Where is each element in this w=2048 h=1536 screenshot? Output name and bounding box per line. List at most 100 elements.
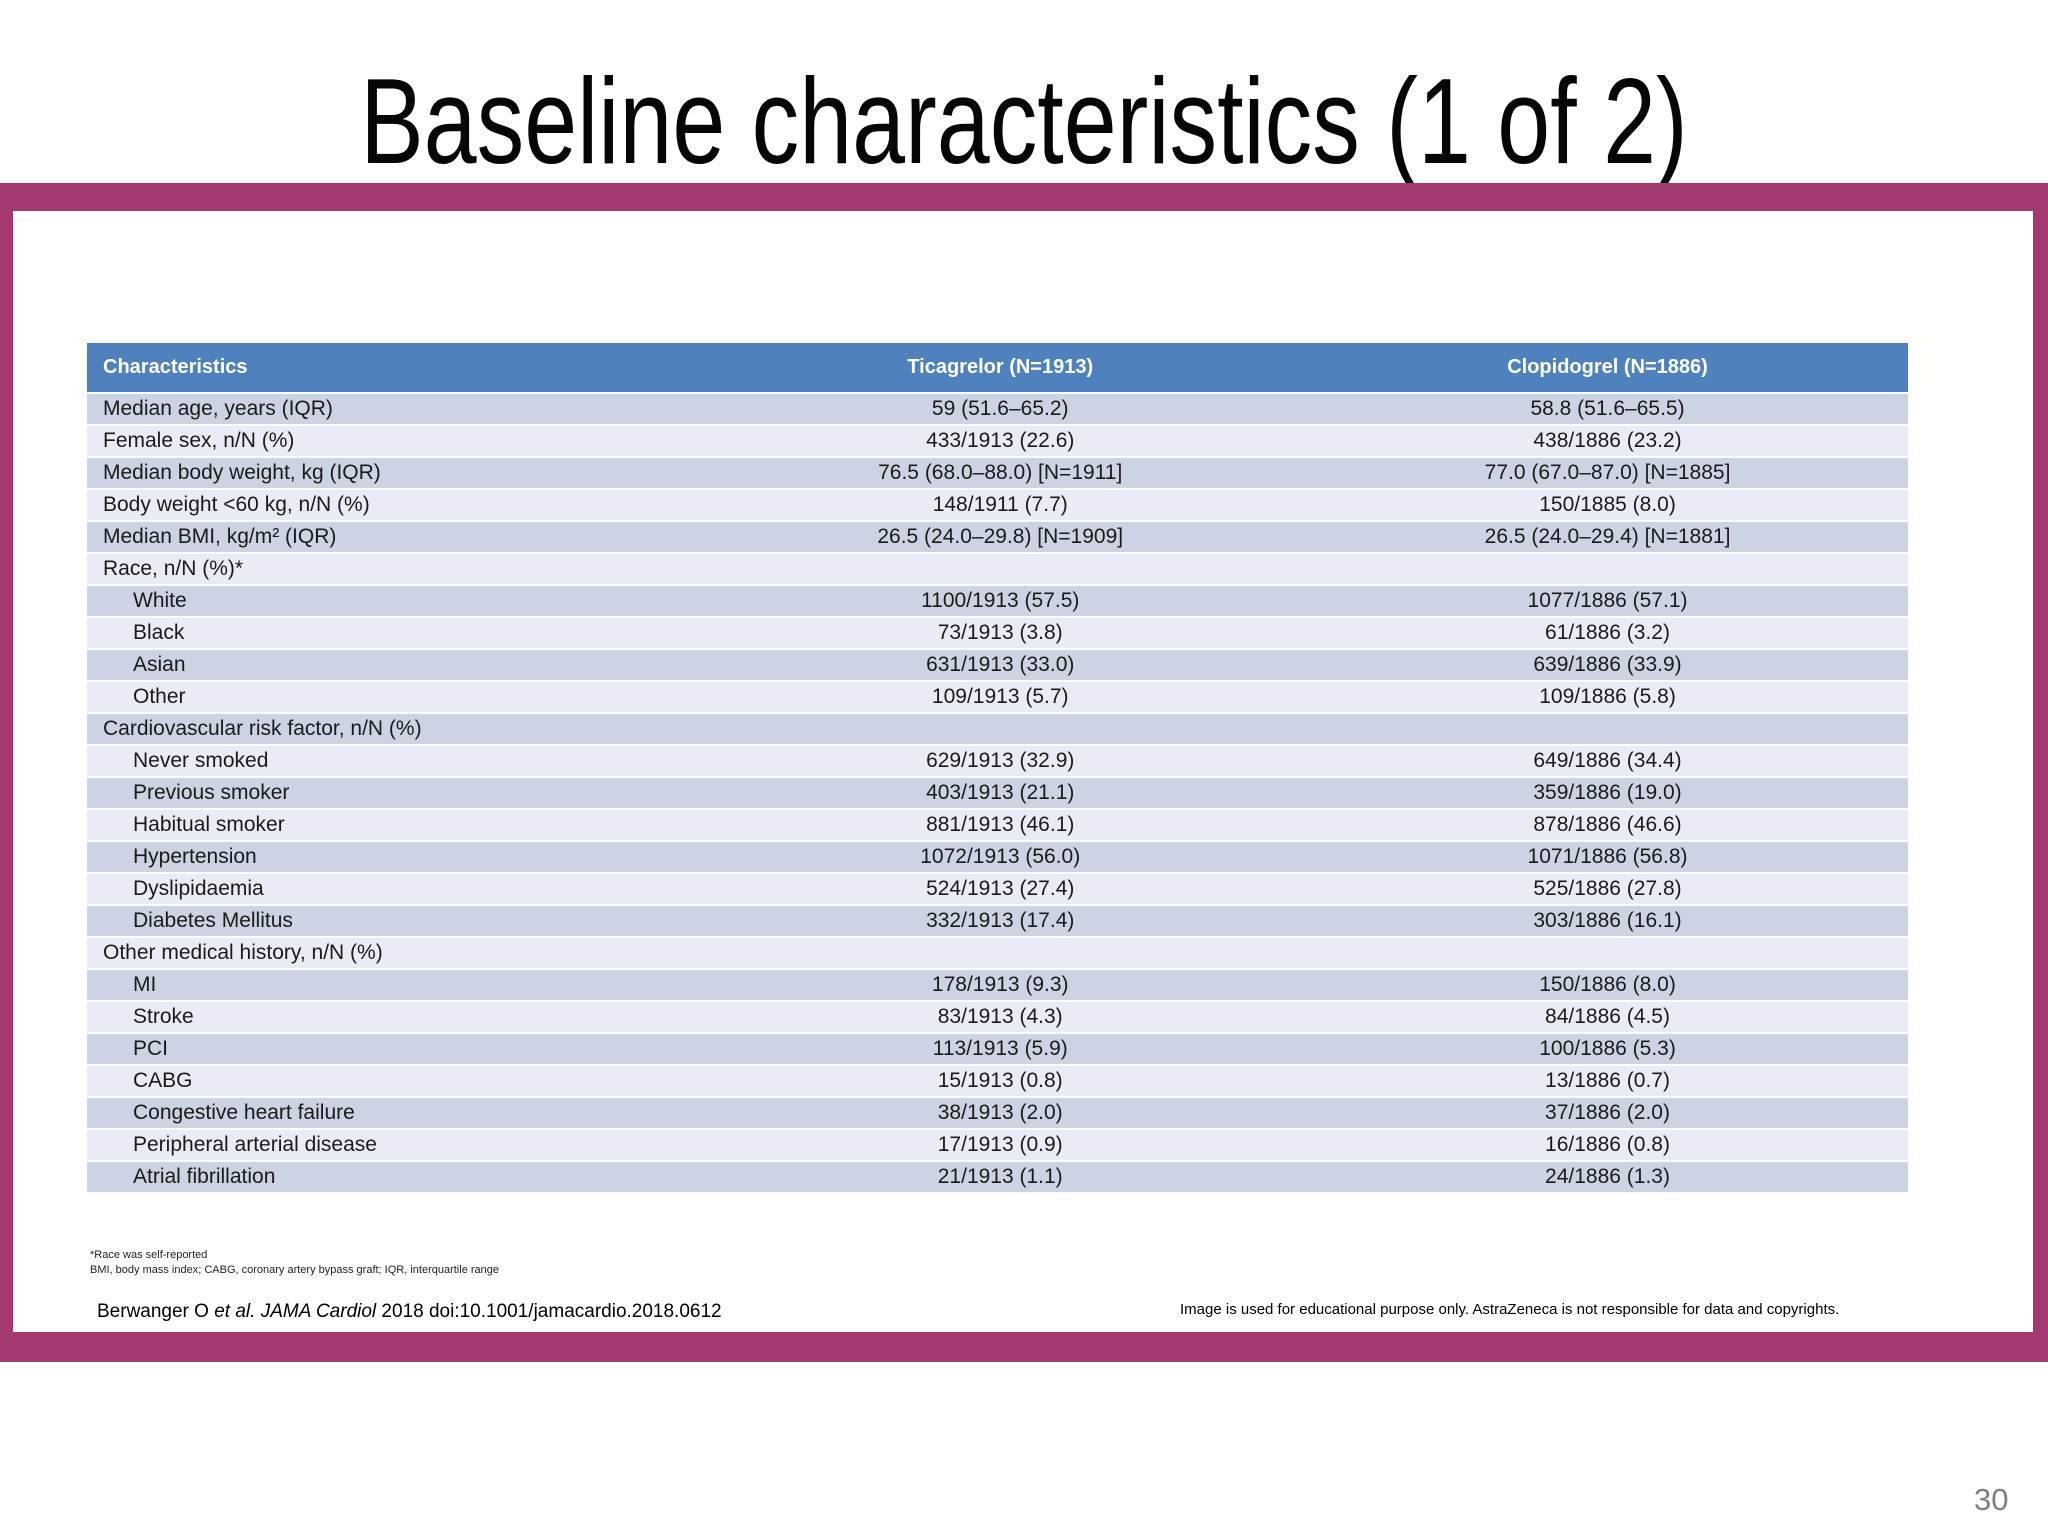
table-row: Body weight <60 kg, n/N (%) 148/1911 (7.7…: [87, 490, 1908, 522]
ticagrelor-value: 59 (51.6–65.2): [931, 397, 1069, 420]
row-label: Peripheral arterial disease: [133, 1133, 377, 1156]
clopidogrel-value: 37/1886 (2.0): [1545, 1101, 1670, 1124]
table-row: Cardiovascular risk factor, n/N (%): [87, 714, 1908, 746]
table-row: Female sex, n/N (%) 433/1913 (22.6) 438/18…: [87, 426, 1908, 458]
clopidogrel-value: 100/1886 (5.3): [1539, 1037, 1676, 1060]
ticagrelor-value: 631/1913 (33.0): [926, 653, 1075, 676]
clopidogrel-value: 649/1886 (34.4): [1533, 749, 1682, 772]
ticagrelor-value: 332/1913 (17.4): [926, 909, 1075, 932]
row-label: Cardiovascular risk factor, n/N (%): [103, 717, 422, 740]
row-label: White: [133, 589, 187, 612]
table-row: PCI 113/1913 (5.9) 100/1886 (5.3): [87, 1034, 1908, 1066]
row-label: PCI: [133, 1037, 169, 1060]
table-row: White 1100/1913 (57.5) 1077/1886 (57.1): [87, 586, 1908, 618]
row-label: Race, n/N (%)*: [103, 557, 244, 580]
ticagrelor-value: 21/1913 (1.1): [937, 1165, 1063, 1188]
row-label: Habitual smoker: [133, 813, 285, 836]
table-row: Median body weight, kg (IQR) 76.5 (68.0–8…: [87, 458, 1908, 490]
slide-title: Baseline characteristics (1 of 2): [0, 60, 2048, 182]
content-frame: Characteristics Ticagrelor (N=1913) Clop…: [0, 183, 2048, 1362]
row-label: Black: [133, 621, 185, 644]
row-label: Stroke: [133, 1005, 194, 1028]
table-row: Other medical history, n/N (%): [87, 938, 1908, 970]
table-row: Black 73/1913 (3.8) 61/1886 (3.2): [87, 618, 1908, 650]
table-header-row: Characteristics Ticagrelor (N=1913) Clop…: [87, 343, 1908, 394]
row-label: Congestive heart failure: [133, 1101, 355, 1124]
table-row: CABG 15/1913 (0.8) 13/1886 (0.7): [87, 1066, 1908, 1098]
citation-journal: et al. JAMA Cardiol: [214, 1301, 377, 1322]
table-row: MI 178/1913 (9.3) 150/1886 (8.0): [87, 970, 1908, 1002]
ticagrelor-value: 38/1913 (2.0): [937, 1101, 1063, 1124]
clopidogrel-value: 58.8 (51.6–65.5): [1530, 397, 1685, 420]
clopidogrel-value: 150/1886 (8.0): [1539, 973, 1676, 996]
ticagrelor-value: 83/1913 (4.3): [937, 1005, 1063, 1028]
ticagrelor-value: 433/1913 (22.6): [926, 429, 1075, 452]
clopidogrel-value: 1071/1886 (56.8): [1527, 845, 1688, 868]
clopidogrel-value: 109/1886 (5.8): [1539, 685, 1676, 708]
row-label: CABG: [133, 1069, 193, 1092]
clopidogrel-value: 438/1886 (23.2): [1533, 429, 1682, 452]
ticagrelor-value: 524/1913 (27.4): [926, 877, 1075, 900]
disclaimer: Image is used for educational purpose on…: [1180, 1301, 1840, 1318]
clopidogrel-value: 26.5 (24.0–29.4) [N=1881]: [1484, 525, 1731, 548]
row-label: MI: [133, 973, 157, 996]
row-label: Other medical history, n/N (%): [103, 941, 383, 964]
table-row: Asian 631/1913 (33.0) 639/1886 (33.9): [87, 650, 1908, 682]
row-label: Previous smoker: [133, 781, 290, 804]
ticagrelor-value: 403/1913 (21.1): [926, 781, 1075, 804]
ticagrelor-value: 17/1913 (0.9): [937, 1133, 1063, 1156]
table-row: Atrial fibrillation 21/1913 (1.1) 24/1886 …: [87, 1162, 1908, 1194]
ticagrelor-value: 76.5 (68.0–88.0) [N=1911]: [878, 461, 1123, 484]
row-label: Hypertension: [133, 845, 257, 868]
table-row: Median age, years (IQR) 59 (51.6–65.2) 58.…: [87, 394, 1908, 426]
page-number: 30: [1974, 1482, 2009, 1517]
row-label: Asian: [133, 653, 186, 676]
baseline-characteristics-table: Characteristics Ticagrelor (N=1913) Clop…: [87, 343, 1908, 1194]
clopidogrel-value: 61/1886 (3.2): [1545, 621, 1670, 644]
row-label: Diabetes Mellitus: [133, 909, 293, 932]
citation-author: Berwanger O: [97, 1301, 215, 1322]
table-row: Congestive heart failure 38/1913 (2.0) 37/…: [87, 1098, 1908, 1130]
clopidogrel-value: 303/1886 (16.1): [1533, 909, 1682, 932]
row-label: Atrial fibrillation: [133, 1165, 276, 1188]
clopidogrel-value: 1077/1886 (57.1): [1527, 589, 1688, 612]
row-label: Median body weight, kg (IQR): [103, 461, 381, 484]
table-row: Other 109/1913 (5.7) 109/1886 (5.8): [87, 682, 1908, 714]
clopidogrel-value: 878/1886 (46.6): [1533, 813, 1682, 836]
clopidogrel-value: 525/1886 (27.8): [1533, 877, 1682, 900]
slide-title-text: Baseline characteristics (1 of 2): [360, 53, 1688, 189]
ticagrelor-value: 113/1913 (5.9): [932, 1037, 1068, 1060]
row-label: Median age, years (IQR): [103, 397, 333, 420]
clopidogrel-value: 24/1886 (1.3): [1545, 1165, 1670, 1188]
row-label: Dyslipidaemia: [133, 877, 264, 900]
table-row: Dyslipidaemia 524/1913 (27.4) 525/1886 (27…: [87, 874, 1908, 906]
column-header-clopidogrel: Clopidogrel (N=1886): [1507, 356, 1708, 378]
table-row: Race, n/N (%)*: [87, 554, 1908, 586]
ticagrelor-value: 109/1913 (5.7): [931, 685, 1069, 708]
clopidogrel-value: 13/1886 (0.7): [1545, 1069, 1670, 1092]
footnotes: *Race was self-reported BMI, body mass i…: [90, 1248, 499, 1278]
clopidogrel-value: 150/1885 (8.0): [1539, 493, 1676, 516]
row-label: Other: [133, 685, 186, 708]
ticagrelor-value: 178/1913 (9.3): [931, 973, 1069, 996]
table-row: Never smoked 629/1913 (32.9) 649/1886 (34.…: [87, 746, 1908, 778]
table-row: Diabetes Mellitus 332/1913 (17.4) 303/1886…: [87, 906, 1908, 938]
row-label: Median BMI, kg/m² (IQR): [103, 525, 337, 548]
ticagrelor-value: 881/1913 (46.1): [926, 813, 1075, 836]
clopidogrel-value: 359/1886 (19.0): [1533, 781, 1682, 804]
table-row: Hypertension 1072/1913 (56.0) 1071/1886 (5…: [87, 842, 1908, 874]
ticagrelor-value: 73/1913 (3.8): [937, 621, 1063, 644]
table-row: Habitual smoker 881/1913 (46.1) 878/1886 (…: [87, 810, 1908, 842]
footnote-race: *Race was self-reported: [90, 1249, 208, 1261]
clopidogrel-value: 84/1886 (4.5): [1545, 1005, 1670, 1028]
ticagrelor-value: 26.5 (24.0–29.8) [N=1909]: [877, 525, 1124, 548]
ticagrelor-value: 1072/1913 (56.0): [920, 845, 1081, 868]
row-label: Female sex, n/N (%): [103, 429, 295, 452]
content-panel: Characteristics Ticagrelor (N=1913) Clop…: [13, 211, 2033, 1332]
citation-doi: 2018 doi:10.1001/jamacardio.2018.0612: [376, 1301, 722, 1322]
ticagrelor-value: 148/1911 (7.7): [932, 493, 1068, 516]
row-label: Never smoked: [133, 749, 269, 772]
table-row: Peripheral arterial disease 17/1913 (0.9)…: [87, 1130, 1908, 1162]
table-body: Median age, years (IQR) 59 (51.6–65.2) 58.…: [87, 394, 1908, 1194]
